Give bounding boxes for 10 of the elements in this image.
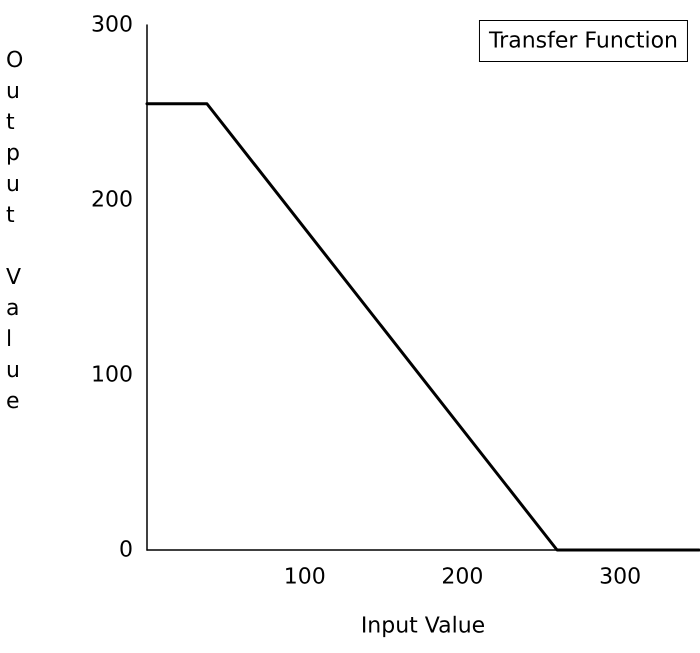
y-tick-label: 0 <box>119 538 133 562</box>
text: Output Value <box>6 48 24 414</box>
x-tick-label: 300 <box>599 564 642 590</box>
y-tick-label: 200 <box>91 188 133 212</box>
x-tick-label: 100 <box>284 564 326 590</box>
x-axis-title: Input Value <box>360 614 486 638</box>
chart-title: Transfer Function <box>488 28 678 54</box>
x-tick-label: 200 <box>441 564 484 590</box>
y-tick-label: 100 <box>91 362 133 388</box>
y-tick-label: 300 <box>91 12 133 38</box>
